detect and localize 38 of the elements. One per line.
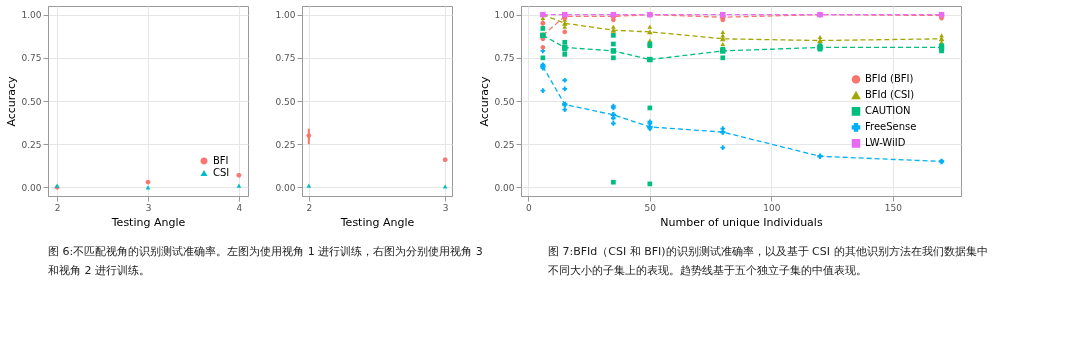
y-tick-label: 0.00: [494, 182, 515, 193]
x-tick-label: 50: [644, 202, 657, 213]
y-axis-title: Accuracy: [478, 75, 492, 127]
x-axis-title: Testing Angle: [110, 215, 186, 229]
legend-label: BFI: [213, 155, 229, 166]
y-tick-label: 1.00: [275, 10, 296, 21]
x-axis-title: Number of unique Individuals: [660, 215, 823, 229]
legend-label: CSI: [213, 167, 230, 178]
x-axis-title: Testing Angle: [339, 215, 415, 229]
legend-label: BFId (BFI): [865, 73, 914, 85]
legend-label: LW-WiID: [865, 137, 906, 149]
y-axis-title: Accuracy: [5, 75, 19, 127]
y-tick-label: 0.50: [494, 96, 515, 107]
legend-label: FreeSense: [865, 121, 917, 133]
y-tick-label: 0.25: [21, 139, 42, 150]
y-tick-label: 0.00: [275, 182, 296, 193]
x-tick-label: 2: [306, 202, 313, 213]
x-tick-label: 3: [442, 202, 449, 213]
y-tick-label: 0.50: [21, 96, 42, 107]
legend-label: BFId (CSI): [865, 89, 915, 101]
caption: 图 6:不匹配视角的识别测试准确率。左图为使用视角 1 进行训练，右图为分别使用视角 3 和视角 2 进行训练。: [48, 245, 483, 277]
x-tick-label: 100: [763, 202, 781, 213]
y-tick-label: 0.75: [275, 53, 296, 64]
y-tick-label: 0.00: [21, 182, 42, 193]
y-tick-label: 0.50: [275, 96, 296, 107]
x-tick-label: 0: [525, 202, 532, 213]
x-tick-label: 2: [54, 202, 61, 213]
x-tick-label: 3: [145, 202, 152, 213]
y-tick-label: 1.00: [21, 10, 42, 21]
y-tick-label: 0.75: [21, 53, 42, 64]
legend-label: CAUTION: [865, 105, 911, 117]
caption: 图 7:BFId（CSI 和 BFI)的识别测试准确率，以及基于 CSI 的其他识别方法在我们数据集中不同大小的子集上的表现。趋势线基于五个独立子集的中值表现。: [548, 245, 988, 277]
y-tick-label: 0.75: [494, 53, 515, 64]
x-tick-label: 150: [884, 202, 903, 213]
y-tick-label: 1.00: [494, 10, 515, 21]
y-tick-label: 0.25: [494, 139, 515, 150]
y-tick-label: 0.25: [275, 139, 296, 150]
x-tick-label: 4: [236, 202, 243, 213]
